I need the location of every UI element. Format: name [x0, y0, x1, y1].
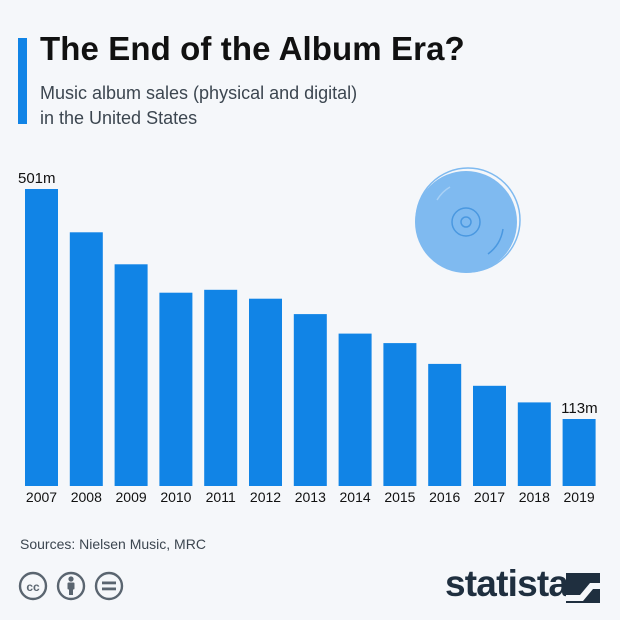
album-disc-icon — [415, 167, 521, 273]
subtitle-line-1: Music album sales (physical and digital) — [40, 83, 358, 103]
bar-2012 — [249, 298, 282, 486]
data-label-2007: 501m — [18, 170, 56, 187]
bar-2018 — [517, 402, 551, 486]
bars-group — [25, 189, 596, 486]
x-tick-label: 2018 — [519, 489, 550, 505]
x-tick-label: 2017 — [474, 489, 505, 505]
x-tick-label: 2010 — [160, 489, 191, 505]
bar-2010 — [159, 292, 193, 486]
cc-icon: cc — [18, 571, 48, 601]
bar-2017 — [473, 385, 506, 486]
statista-brand: statista — [445, 563, 569, 604]
x-tick-label: 2011 — [206, 489, 236, 505]
x-tick-label: 2016 — [429, 489, 460, 505]
x-axis-ticks: 2007 2008 2009 2010 2011 2012 2013 2014 2015 2016… — [26, 489, 595, 505]
attribution-icon — [56, 571, 86, 601]
page-subtitle: Music album sales (physical and digital)… — [40, 81, 480, 131]
license-icons: cc — [18, 571, 124, 601]
bar-2011 — [204, 289, 238, 486]
bar-2013 — [293, 314, 327, 486]
bar-2008 — [69, 232, 103, 486]
title-accent-bar — [18, 38, 27, 124]
value-labels-group: 501m 113m — [18, 170, 598, 417]
bar-2009 — [114, 264, 148, 486]
x-tick-label: 2014 — [340, 489, 371, 505]
data-label-2019: 113m — [561, 400, 597, 417]
page-title: The End of the Album Era? — [40, 30, 465, 67]
x-tick-label: 2015 — [384, 489, 415, 505]
x-tick-label: 2007 — [26, 489, 57, 505]
bar-2014 — [338, 333, 372, 486]
bar-2015 — [383, 343, 417, 486]
x-tick-label: 2012 — [250, 489, 281, 505]
statista-logo-icon — [566, 573, 600, 603]
svg-text:cc: cc — [26, 580, 40, 594]
x-tick-label: 2008 — [71, 489, 102, 505]
subtitle-line-2: in the United States — [40, 108, 198, 128]
source-note: Sources: Nielsen Music, MRC — [20, 536, 206, 552]
bar-2016 — [428, 363, 462, 486]
x-tick-label: 2009 — [116, 489, 147, 505]
no-derivatives-icon — [94, 571, 124, 601]
x-tick-label: 2013 — [295, 489, 326, 505]
bar-2007 — [25, 189, 58, 486]
bar-2019 — [562, 419, 596, 486]
x-tick-label: 2019 — [564, 489, 595, 505]
